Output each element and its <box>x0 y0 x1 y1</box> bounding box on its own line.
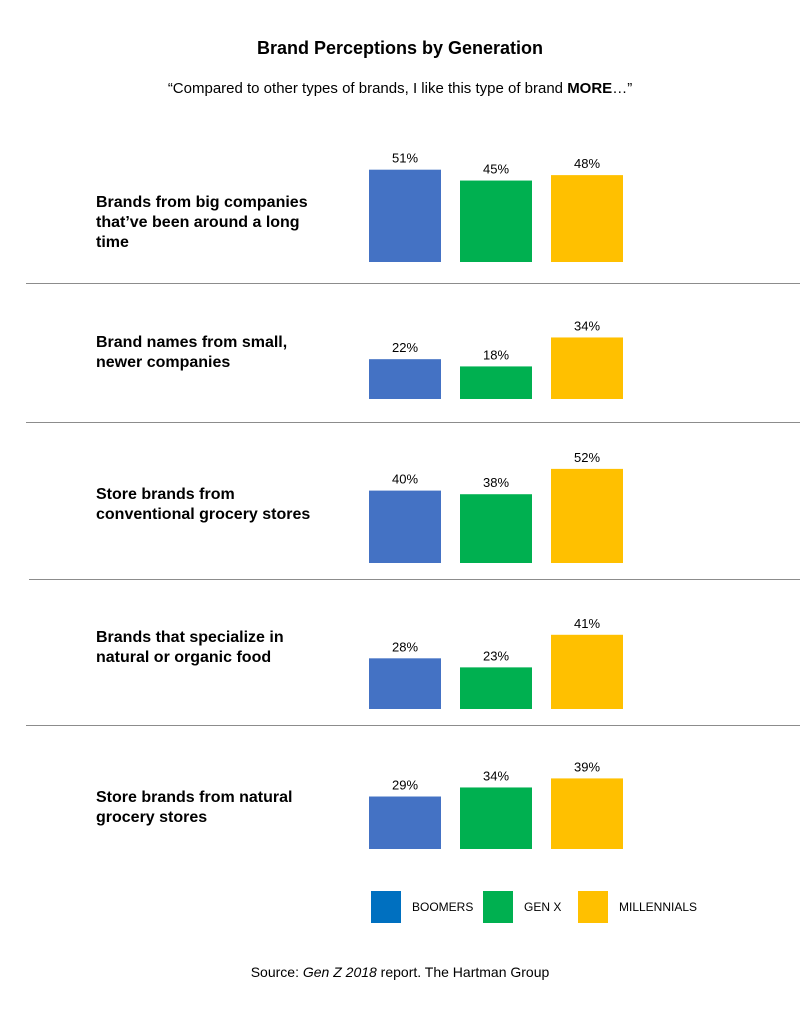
bar-boomers-group-4 <box>369 658 441 709</box>
group-divider <box>26 422 800 423</box>
subtitle-prefix: “Compared to other types of brands, I li… <box>167 80 568 97</box>
subtitle-suffix: …” <box>612 80 633 97</box>
category-label-small-companies: Brand names from small, newer companies <box>96 334 288 371</box>
legend-label-millennials: MILLENNIALS <box>619 900 698 914</box>
data-label-millennials-group-1: 48% <box>574 156 600 171</box>
category-label-natural-organic: Brands that specialize in natural or org… <box>96 629 284 666</box>
group-divider <box>29 579 800 580</box>
data-label-gen-x-group-4: 23% <box>483 648 509 663</box>
bar-boomers-group-5 <box>369 796 441 849</box>
data-label-gen-x-group-1: 45% <box>483 162 509 177</box>
data-label-millennials-group-5: 39% <box>574 759 600 774</box>
source-suffix: report. The Hartman Group <box>376 964 550 980</box>
legend-swatch-millennials <box>578 891 608 923</box>
legend-label-genx: GEN X <box>524 900 562 914</box>
source-prefix: Source: <box>250 964 303 980</box>
legend-label-boomers: BOOMERS <box>412 900 474 914</box>
data-label-millennials-group-4: 41% <box>574 616 600 631</box>
category-label-natural-store-brands: Store brands from natural grocery stores <box>96 789 293 826</box>
data-label-gen-x-group-2: 18% <box>483 347 509 362</box>
bar-gen-x-group-5 <box>460 787 532 849</box>
chart-subtitle: “Compared to other types of brands, I li… <box>0 80 800 97</box>
bar-millennials-group-4 <box>551 634 623 709</box>
bar-boomers-group-2 <box>369 359 441 399</box>
group-divider <box>26 725 800 726</box>
data-label-boomers-group-5: 29% <box>392 778 418 793</box>
data-label-gen-x-group-5: 34% <box>483 768 509 783</box>
subtitle-emphasis: MORE <box>567 80 613 97</box>
bar-boomers-group-1 <box>369 169 441 262</box>
legend-swatch-genx <box>483 891 513 923</box>
source-report-name: Gen Z 2018 <box>302 964 377 980</box>
data-label-boomers-group-1: 51% <box>392 151 418 166</box>
data-label-millennials-group-3: 52% <box>574 450 600 465</box>
chart-title: Brand Perceptions by Generation <box>256 38 544 58</box>
legend-swatch-boomers <box>371 891 401 923</box>
bar-millennials-group-1 <box>551 175 623 262</box>
data-label-boomers-group-4: 28% <box>392 639 418 654</box>
data-label-boomers-group-2: 22% <box>392 340 418 355</box>
data-label-gen-x-group-3: 38% <box>483 475 509 490</box>
bar-millennials-group-2 <box>551 337 623 399</box>
category-label-conventional-store-brands: Store brands from conventional grocery s… <box>96 486 311 523</box>
bar-gen-x-group-4 <box>460 667 532 709</box>
bar-gen-x-group-2 <box>460 366 532 399</box>
data-label-boomers-group-3: 40% <box>392 472 418 487</box>
source-note: Source: Gen Z 2018 report. The Hartman G… <box>0 964 800 980</box>
bar-gen-x-group-3 <box>460 494 532 563</box>
bar-gen-x-group-1 <box>460 180 532 262</box>
group-divider <box>26 283 800 284</box>
category-label-big-companies: Brands from big companies that’ve been a… <box>96 194 308 251</box>
bar-millennials-group-3 <box>551 468 623 563</box>
bar-boomers-group-3 <box>369 490 441 563</box>
bar-millennials-group-5 <box>551 778 623 849</box>
data-label-millennials-group-2: 34% <box>574 318 600 333</box>
